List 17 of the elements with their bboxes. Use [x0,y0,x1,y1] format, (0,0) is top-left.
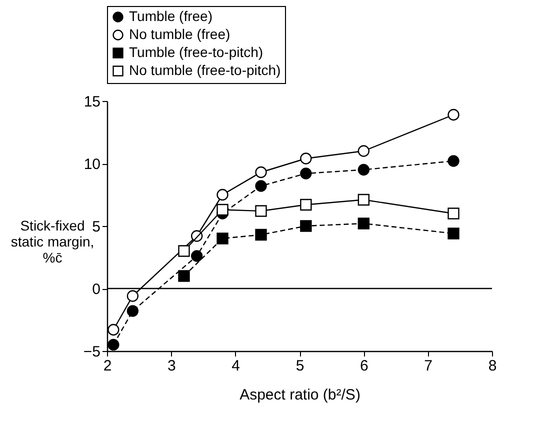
y-tick-label: 15 [84,94,100,110]
legend-label: No tumble (free-to-pitch) [129,62,281,78]
x-tick-label: 8 [488,358,497,374]
x-axis-title: Aspect ratio (b²/S) [240,386,360,404]
x-tick-label: 7 [424,358,433,374]
x-tick-label: 3 [167,358,176,374]
legend-label: Tumble (free-to-pitch) [129,44,264,60]
y-tick-label: 5 [92,218,100,236]
legend-label: Tumble (free) [129,8,213,24]
y-tick-label: −5 [83,344,100,360]
x-tick-label: 5 [296,358,304,374]
x-tick-label: 2 [103,358,112,374]
y-tick-label: 10 [84,156,100,173]
x-tick-label: 4 [232,358,240,374]
x-tick-label: 6 [360,358,368,374]
legend-label: No tumble (free) [129,26,230,42]
y-tick-label: 0 [92,281,100,298]
